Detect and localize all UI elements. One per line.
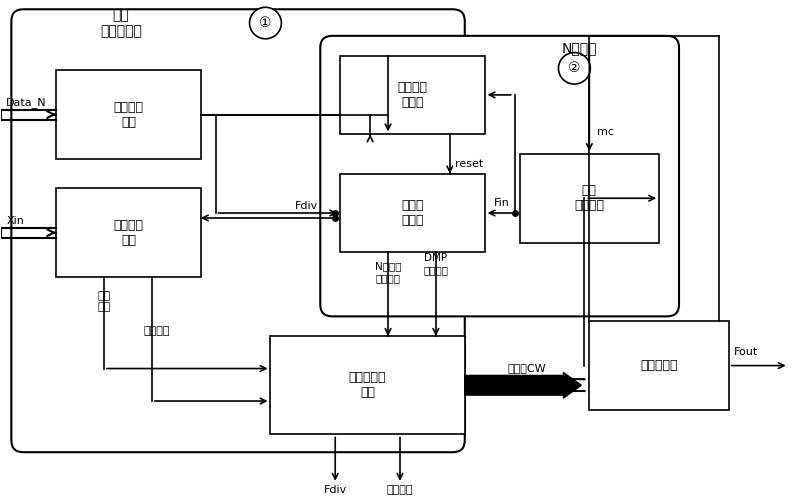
Text: 数据写入
接口: 数据写入 接口	[114, 101, 143, 128]
Circle shape	[558, 53, 590, 84]
Text: mc: mc	[598, 127, 614, 137]
Bar	[270, 336, 465, 434]
Text: 控制字CW: 控制字CW	[507, 363, 546, 372]
Bar	[340, 56, 485, 134]
Text: Fout: Fout	[734, 347, 758, 357]
Bar	[519, 154, 659, 243]
Text: 同步信号: 同步信号	[143, 326, 170, 336]
Text: Fdiv: Fdiv	[295, 201, 318, 211]
Circle shape	[250, 7, 282, 39]
Text: ②: ②	[568, 62, 581, 75]
Text: 双模
预分频器: 双模 预分频器	[574, 184, 604, 212]
Text: 反馈
信号: 反馈 信号	[98, 291, 110, 312]
Text: Fdiv: Fdiv	[324, 485, 347, 495]
Text: 可编程
计数器: 可编程 计数器	[402, 199, 424, 227]
Text: 频率比较
模块: 频率比较 模块	[114, 219, 143, 247]
Bar	[340, 174, 485, 252]
Bar	[56, 188, 201, 277]
FancyArrow shape	[465, 372, 582, 398]
Text: 数字
粗调谐模块: 数字 粗调谐模块	[100, 8, 142, 38]
Text: DMP
复位信号: DMP 复位信号	[423, 253, 448, 275]
Text: 使能信号: 使能信号	[386, 485, 414, 495]
Text: 脉冲吞吐
计数器: 脉冲吞吐 计数器	[398, 81, 427, 109]
Bar	[56, 70, 201, 159]
Text: reset: reset	[455, 159, 483, 169]
Text: Fin: Fin	[494, 198, 510, 208]
Text: 粗调谐控制
模块: 粗调谐控制 模块	[349, 372, 386, 399]
FancyBboxPatch shape	[11, 9, 465, 452]
Text: Data_N: Data_N	[6, 97, 47, 108]
Text: 压控振荡器: 压控振荡器	[640, 359, 678, 372]
Text: ①: ①	[259, 16, 272, 30]
FancyBboxPatch shape	[320, 36, 679, 316]
Bar	[590, 321, 729, 410]
Text: Xin: Xin	[6, 216, 24, 226]
Text: N分频器: N分频器	[562, 42, 597, 56]
Text: N计数器
复位信号: N计数器 复位信号	[374, 261, 402, 283]
